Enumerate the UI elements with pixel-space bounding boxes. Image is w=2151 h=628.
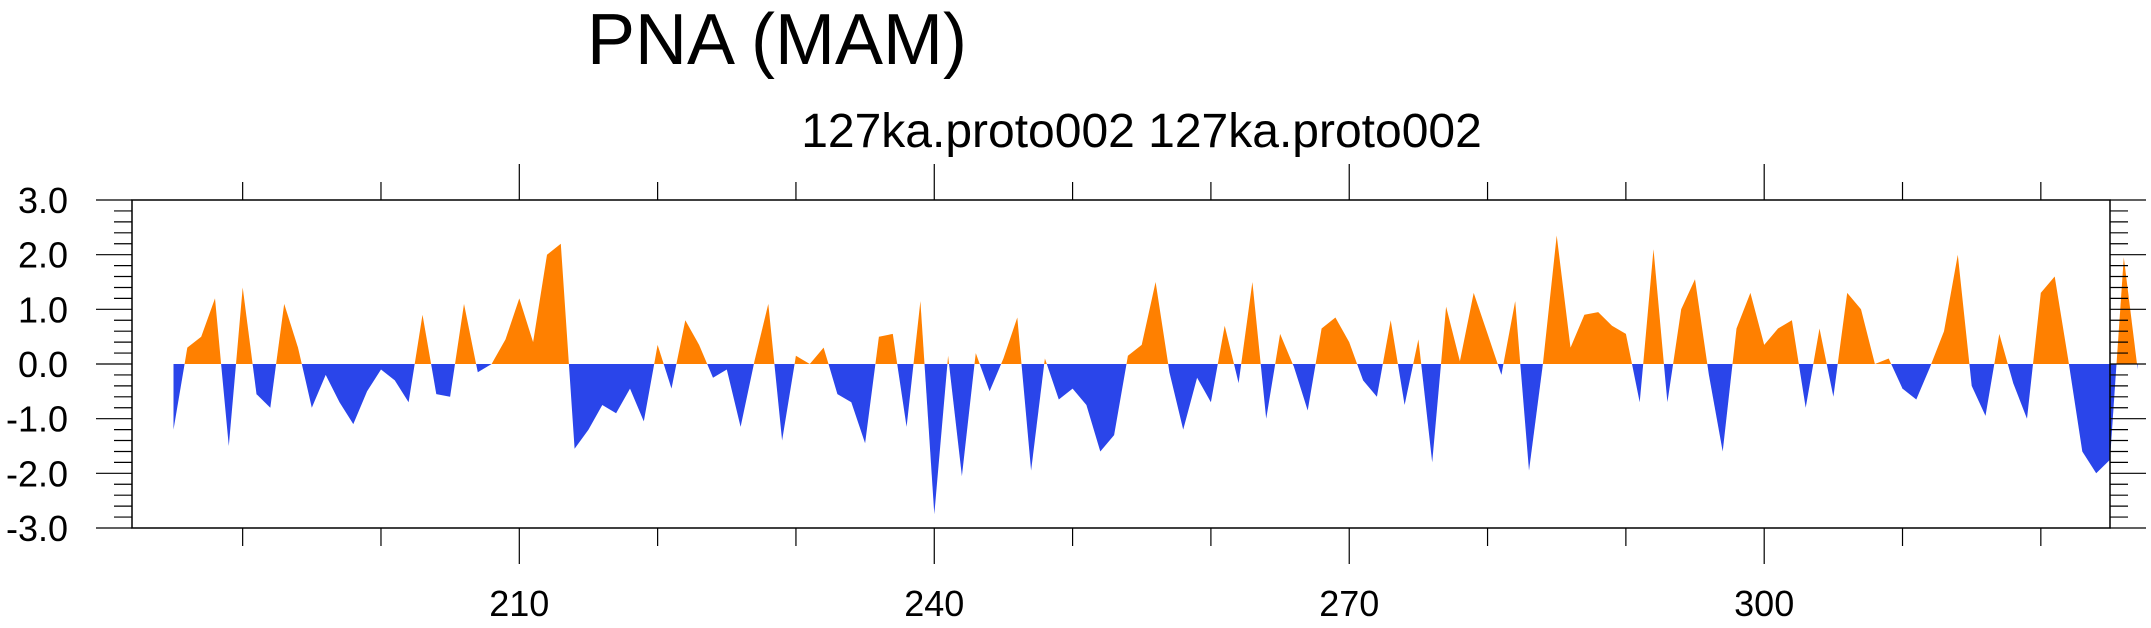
positive-anomaly-area <box>1001 317 1022 364</box>
positive-anomaly-area <box>455 303 477 364</box>
negative-anomaly-area <box>1046 364 1127 452</box>
negative-anomaly-area <box>1292 364 1316 411</box>
chart-subtitle: 127ka.proto002 127ka.proto002 <box>801 105 1482 158</box>
negative-anomaly-area <box>1234 364 1242 384</box>
positive-anomaly-area <box>875 333 898 364</box>
positive-anomaly-area <box>947 355 949 364</box>
negative-anomaly-area <box>568 364 655 449</box>
y-tick-label: 2.0 <box>18 235 68 276</box>
negative-anomaly-area <box>252 364 277 408</box>
negative-anomaly-area <box>1357 364 1383 397</box>
negative-anomaly-area <box>979 364 1002 392</box>
positive-anomaly-area <box>1732 292 1799 364</box>
positive-anomaly-area <box>1673 279 1708 364</box>
negative-anomaly-area <box>301 364 415 425</box>
negative-anomaly-area <box>1260 364 1276 419</box>
negative-anomaly-area <box>828 364 876 444</box>
positive-anomaly-area <box>491 243 569 364</box>
negative-anomaly-area <box>1826 364 1838 397</box>
negative-anomaly-area <box>1421 364 1441 463</box>
y-tick-label: -2.0 <box>6 453 68 494</box>
positive-anomaly-area <box>2116 257 2137 364</box>
positive-anomaly-area <box>1315 317 1358 364</box>
negative-anomaly-area <box>1798 364 1814 408</box>
y-tick-label: 3.0 <box>18 180 68 221</box>
negative-anomaly-area <box>1520 364 1543 471</box>
x-tick-label: 270 <box>1319 583 1379 624</box>
positive-anomaly-area <box>676 320 708 364</box>
negative-anomaly-area <box>949 364 975 477</box>
negative-anomaly-area <box>924 364 948 515</box>
positive-anomaly-area <box>1241 282 1261 364</box>
x-tick-label: 210 <box>489 583 549 624</box>
negative-anomaly-area <box>707 364 754 427</box>
positive-anomaly-area <box>794 347 829 364</box>
positive-anomaly-area <box>654 344 664 364</box>
positive-anomaly-area <box>1217 325 1234 364</box>
negative-anomaly-area <box>1663 364 1674 403</box>
negative-anomaly-area <box>774 364 795 441</box>
negative-anomaly-area <box>476 364 492 373</box>
negative-anomaly-area <box>1707 364 1733 452</box>
positive-anomaly-area <box>1837 292 1892 364</box>
positive-anomaly-area <box>1441 292 1498 364</box>
positive-anomaly-area <box>1275 333 1293 364</box>
plot-frame <box>131 199 2111 529</box>
y-tick-label: -3.0 <box>6 508 68 549</box>
positive-anomaly-area <box>236 287 253 364</box>
positive-anomaly-area <box>1382 320 1398 364</box>
negative-anomaly-area <box>2068 364 2117 474</box>
y-tick-label: 1.0 <box>18 289 68 330</box>
x-tick-label: 240 <box>904 583 964 624</box>
positive-anomaly-area <box>414 314 432 364</box>
negative-anomaly-area <box>1397 364 1414 405</box>
positive-anomaly-area <box>2033 276 2069 364</box>
positive-anomaly-area <box>1813 328 1827 364</box>
positive-anomaly-area <box>1931 254 1970 364</box>
positive-anomaly-area <box>184 298 222 364</box>
positive-anomaly-area <box>913 301 925 364</box>
positive-anomaly-area <box>1503 301 1521 364</box>
positive-anomaly-area <box>1994 333 2008 364</box>
negative-anomaly-area <box>1632 364 1644 403</box>
negative-anomaly-area <box>1497 364 1504 375</box>
positive-anomaly-area <box>974 353 980 364</box>
y-tick-label: -1.0 <box>6 399 68 440</box>
negative-anomaly-area <box>221 364 236 446</box>
tick-labels-group: -3.0 -2.0 -1.0 0.0 1.0 2.0 3.0 210 240 270 300 <box>6 180 1794 624</box>
x-tick-label: 300 <box>1734 583 1794 624</box>
positive-anomaly-area <box>1643 249 1664 364</box>
positive-anomaly-area <box>1413 339 1422 364</box>
negative-anomaly-area <box>2137 364 2138 370</box>
negative-anomaly-area <box>897 364 914 427</box>
area-fill-group <box>173 235 2138 515</box>
negative-anomaly-area <box>173 364 185 430</box>
negative-anomaly-area <box>1021 364 1045 471</box>
positive-anomaly-area <box>1126 282 1169 364</box>
negative-anomaly-area <box>1969 364 1995 416</box>
negative-anomaly-area <box>1891 364 1932 400</box>
negative-anomaly-area <box>431 364 455 397</box>
positive-anomaly-area <box>1044 358 1047 364</box>
chart-title: PNA (MAM) <box>586 0 967 80</box>
y-tick-label: 0.0 <box>18 344 68 385</box>
negative-anomaly-area <box>1168 364 1218 430</box>
negative-anomaly-area <box>663 364 677 389</box>
negative-anomaly-area <box>2007 364 2033 419</box>
positive-anomaly-area <box>753 303 775 364</box>
positive-anomaly-area <box>1542 235 1632 364</box>
positive-anomaly-area <box>276 303 302 364</box>
tick-marks-group <box>96 164 2146 564</box>
